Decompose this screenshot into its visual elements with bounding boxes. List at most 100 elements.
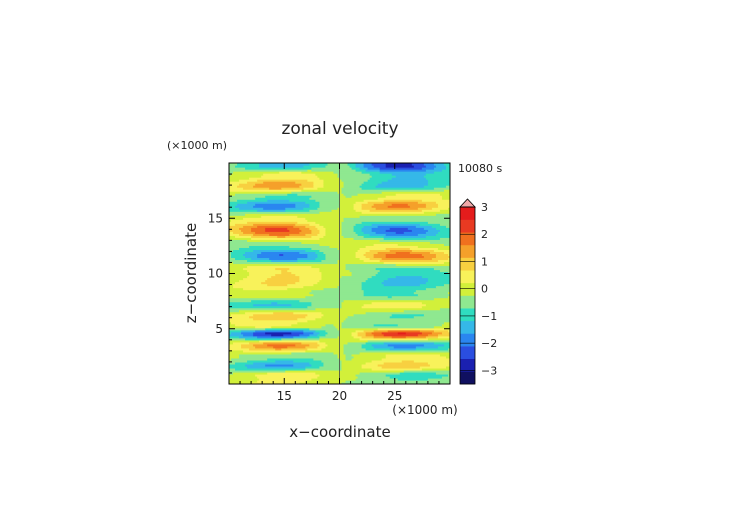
heatmap-cell [357,331,367,335]
heatmap-cell [379,167,423,170]
heatmap-cell [239,227,252,230]
heatmap-cell [365,347,391,351]
y-tick-label: 5 [215,322,223,336]
heatmap-cell [321,259,339,263]
heatmap-cell [245,167,312,170]
heatmap-cell [341,381,450,384]
heatmap-cell [229,237,252,240]
heatmap-cell [359,167,369,170]
heatmap-cell [341,325,435,329]
heatmap-cell [383,361,429,365]
heatmap-cell [383,283,421,287]
heatmap-cell [319,231,327,234]
heatmap-cell [419,365,447,369]
heatmap-cell [235,205,254,208]
heatmap-cell [379,269,441,273]
heatmap-cell [229,167,246,170]
heatmap-cell [245,337,282,341]
heatmap-cell [341,227,355,230]
heatmap-cell [315,329,327,333]
heatmap-cell [321,275,343,279]
heatmap-cell [343,347,367,351]
heatmap-cell [355,223,373,226]
heatmap-cell [445,185,450,188]
heatmap-cell [325,253,341,257]
heatmap-cell [365,341,385,345]
heatmap-cell [369,233,387,236]
heatmap-cell [271,325,323,329]
heatmap-cell [233,285,304,289]
heatmap-cell [231,321,298,325]
heatmap-cell [271,259,298,263]
heatmap-cell [313,185,325,188]
heatmap-cell [363,181,383,184]
heatmap-cell [247,359,276,363]
heatmap-cell [301,183,314,186]
heatmap-cell [361,345,375,349]
heatmap-cell [285,235,312,238]
heatmap-cell [289,233,306,236]
heatmap-cell [423,227,437,230]
heatmap-cell [339,193,345,196]
heatmap-cell [339,177,371,180]
heatmap-cell [239,353,339,357]
heatmap-cell [439,269,450,273]
heatmap-cell [391,335,407,339]
heatmap-cell [307,253,318,257]
heatmap-cell [315,317,347,321]
heatmap-cell [229,255,232,259]
heatmap-cell [409,247,439,250]
heatmap-cell [319,243,375,246]
heatmap-cell [341,231,357,234]
heatmap-cell [423,185,447,188]
heatmap-cell [361,283,385,287]
heatmap-cell [229,243,321,246]
heatmap-cell [299,231,312,234]
heatmap-cell [323,185,345,188]
heatmap-cell [437,335,450,339]
heatmap-cell [289,267,321,271]
heatmap-cell [433,341,450,345]
heatmap-cell [323,183,345,186]
heatmap-cell [337,335,355,339]
heatmap-cell [233,283,268,287]
heatmap-cell [263,181,296,184]
heatmap-cell [373,323,399,327]
heatmap-cell [353,355,387,359]
heatmap-cell [253,249,306,252]
heatmap-cell [343,217,450,220]
heatmap-cell [269,187,282,190]
heatmap-cell [371,275,397,279]
heatmap-cell [229,207,240,210]
heatmap-cell [251,227,266,230]
heatmap-cell [443,321,450,325]
heatmap-cell [339,199,365,202]
heatmap-cell [363,303,427,307]
heatmap-cell [381,331,399,335]
heatmap-cell [229,379,258,383]
heatmap-cell [309,227,318,230]
heatmap-cell [229,191,292,194]
heatmap-cell [343,193,359,196]
heatmap-cell [349,269,381,273]
heatmap-cell [377,327,450,331]
heatmap-cell [315,221,343,224]
heatmap-cell [263,173,316,176]
heatmap-cell [325,229,343,232]
heatmap-cell [345,357,353,361]
heatmap-cell [271,301,278,305]
heatmap-cell [367,167,381,170]
heatmap-cell [445,355,450,359]
heatmap-cell [263,207,286,210]
heatmap-cell [255,183,302,186]
heatmap-cell [243,277,268,281]
heatmap-cell [351,333,359,337]
heatmap-cell [331,209,357,212]
heatmap-cell [353,313,393,317]
heatmap-cell [235,323,292,327]
heatmap-cell [237,203,256,206]
heatmap-cell [441,195,450,198]
heatmap-cell [379,171,435,174]
heatmap-cell [373,253,387,257]
